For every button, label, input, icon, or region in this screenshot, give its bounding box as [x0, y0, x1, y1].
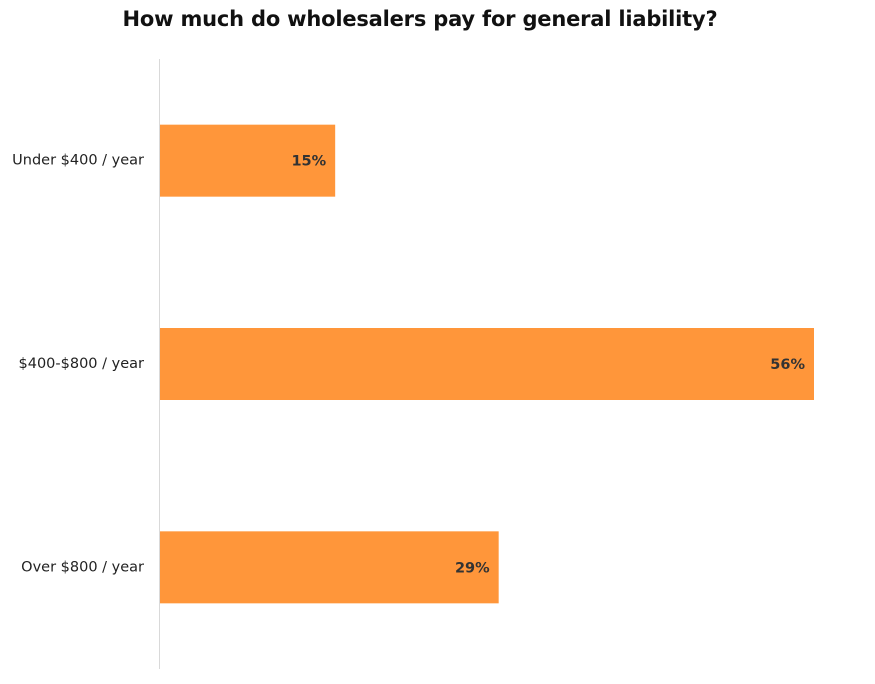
bar-1 [160, 328, 814, 400]
bar-2 [160, 531, 499, 604]
value-label-1: 56% [770, 357, 805, 373]
value-label-0: 15% [291, 154, 326, 170]
category-label-0: Under $400 / year [12, 153, 144, 169]
chart-title: How much do wholesalers pay for general … [122, 7, 718, 31]
value-label-2: 29% [455, 560, 490, 576]
value-labels-group: 15% 56% 29% [291, 154, 805, 577]
bars-group [160, 124, 814, 604]
category-labels-group: Under $400 / year $400-$800 / year Over $8… [12, 153, 144, 576]
category-label-1: $400-$800 / year [19, 356, 145, 372]
bar-0 [160, 124, 336, 197]
category-label-2: Over $800 / year [21, 559, 144, 575]
